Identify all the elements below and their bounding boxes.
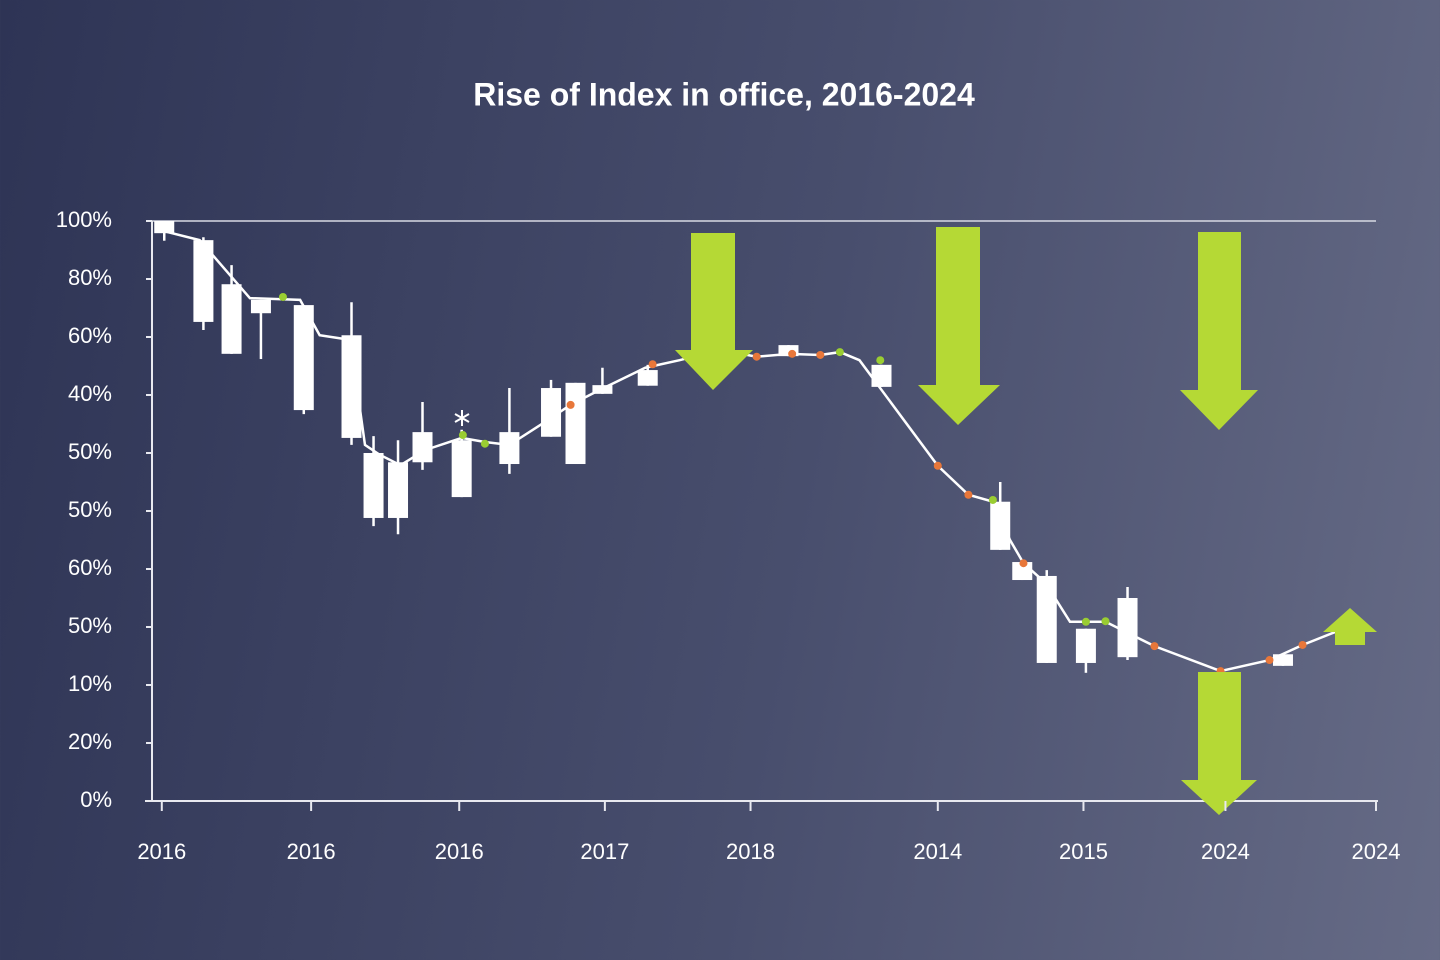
point-marker (1019, 559, 1028, 568)
point-marker (1298, 640, 1307, 649)
candle-body (637, 370, 658, 386)
y-tick-label: 50% (68, 497, 112, 522)
candle-body (541, 388, 562, 437)
candle-body (250, 299, 271, 314)
point-marker (752, 352, 761, 361)
x-tick-label: 2024 (1352, 839, 1401, 864)
candle-body (193, 240, 214, 322)
candle-body (1272, 654, 1293, 666)
up-arrow (1323, 608, 1377, 645)
candle-body (412, 432, 433, 463)
arrows (675, 227, 1377, 815)
candle-body (388, 462, 409, 518)
point-marker (964, 490, 973, 499)
candle-body (565, 382, 586, 465)
point-marker (988, 495, 997, 504)
point-marker (458, 431, 467, 440)
y-tick-label: 60% (68, 323, 112, 348)
x-tick-label: 2018 (726, 839, 775, 864)
point-marker (480, 439, 489, 448)
point-marker (933, 461, 942, 470)
y-tick-label: 60% (68, 555, 112, 580)
point-marker (1265, 656, 1274, 665)
candle-body (990, 501, 1011, 550)
x-tick-label: 2024 (1201, 839, 1250, 864)
candle-body (154, 221, 175, 234)
candle-body (341, 335, 362, 438)
down-arrow (675, 233, 753, 390)
candle-body (778, 345, 799, 357)
plot-area (154, 221, 1341, 676)
y-tick-label: 100% (56, 207, 112, 232)
point-marker (278, 292, 287, 301)
y-tick-label: 20% (68, 729, 112, 754)
candle-body (499, 432, 520, 465)
point-marker (1081, 617, 1090, 626)
point-marker (816, 350, 825, 359)
candle-body (1117, 598, 1138, 658)
star-marker (454, 410, 470, 426)
point-marker (566, 400, 575, 409)
trend-line (160, 229, 1341, 673)
y-tick-label: 40% (68, 381, 112, 406)
point-marker (835, 348, 844, 357)
x-tick-label: 2016 (287, 839, 336, 864)
candle-body (1036, 575, 1057, 663)
candle-body (451, 440, 472, 498)
point-marker (1101, 617, 1110, 626)
y-tick-label: 0% (80, 787, 112, 812)
down-arrow (918, 227, 1000, 425)
candle-body (871, 364, 892, 387)
down-arrow (1181, 672, 1257, 815)
y-tick-label: 80% (68, 265, 112, 290)
candle-body (1075, 628, 1096, 663)
x-tick-label: 2016 (137, 839, 186, 864)
candle-body (293, 305, 314, 411)
x-tick-label: 2015 (1059, 839, 1108, 864)
chart-title: Rise of Index in office, 2016-2024 (473, 76, 975, 112)
y-tick-label: 10% (68, 671, 112, 696)
candle-body (363, 453, 384, 518)
y-tick-label: 50% (68, 613, 112, 638)
x-tick-label: 2017 (580, 839, 629, 864)
x-tick-label: 2014 (913, 839, 962, 864)
y-tick-label: 50% (68, 439, 112, 464)
point-marker (788, 349, 797, 358)
x-tick-label: 2016 (435, 839, 484, 864)
point-marker (648, 360, 657, 369)
down-arrow (1180, 232, 1258, 430)
point-marker (1150, 642, 1159, 651)
candle-body (221, 284, 242, 354)
point-marker (876, 356, 885, 365)
